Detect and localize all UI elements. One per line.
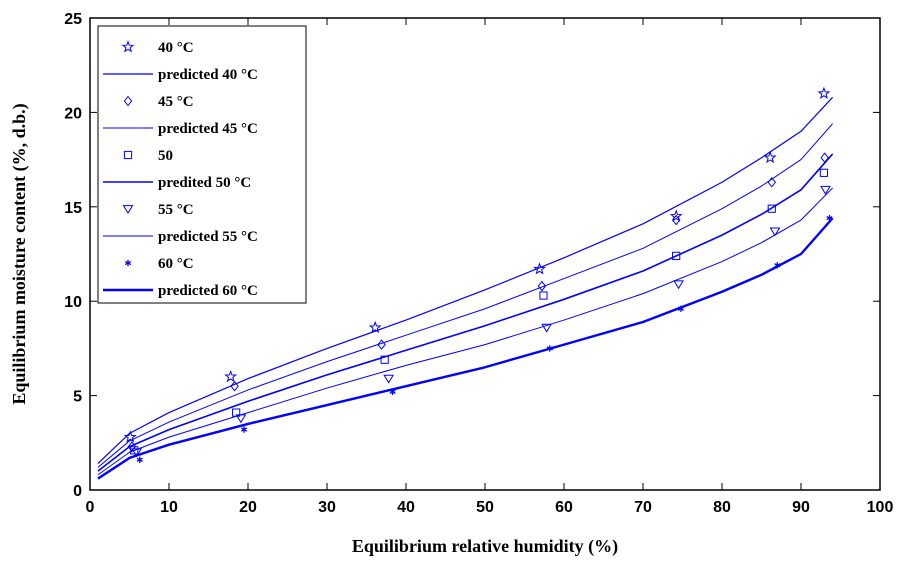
data-point-series-3 bbox=[769, 227, 781, 237]
legend-label-observed-0: 40 °C bbox=[158, 40, 194, 56]
data-point-series-0 bbox=[123, 430, 137, 443]
data-point-series-0 bbox=[669, 209, 683, 222]
data-point-series-2 bbox=[819, 168, 829, 177]
data-point-series-3 bbox=[541, 323, 553, 333]
legend-label-predicted-3: predicted 55 °C bbox=[158, 229, 258, 245]
data-point-series-2 bbox=[232, 408, 241, 417]
data-point-series-4 bbox=[774, 262, 781, 269]
legend-label-observed-3: 55 °C bbox=[158, 202, 194, 218]
y-tick-label: 0 bbox=[73, 483, 82, 500]
predicted-curve-3 bbox=[97, 187, 833, 476]
data-point-series-3 bbox=[673, 280, 684, 290]
data-point-series-1 bbox=[820, 152, 829, 164]
legend-marker-4 bbox=[124, 259, 132, 267]
legend-label-predicted-1: predicted 45 °C bbox=[158, 121, 258, 137]
predicted-curve-0 bbox=[97, 96, 834, 465]
x-tick-label: 20 bbox=[239, 499, 257, 516]
legend-label-predicted-0: predicted 40 °C bbox=[158, 67, 258, 83]
y-tick-label: 20 bbox=[64, 105, 82, 122]
legend-marker-3 bbox=[122, 205, 134, 215]
x-tick-label: 90 bbox=[792, 499, 810, 516]
data-point-series-4 bbox=[136, 456, 143, 463]
data-point-series-4 bbox=[677, 305, 685, 312]
legend-box bbox=[97, 25, 307, 304]
data-point-series-4 bbox=[546, 345, 553, 352]
x-tick-label: 30 bbox=[318, 499, 336, 516]
x-tick-label: 100 bbox=[867, 499, 894, 516]
data-point-series-0 bbox=[533, 262, 546, 275]
x-tick-label: 80 bbox=[713, 499, 731, 516]
legend: 40 °C predicted 40 °C 45 °C predicted 45 °C… bbox=[97, 25, 307, 304]
data-point-series-4 bbox=[240, 426, 248, 433]
x-tick-label: 0 bbox=[86, 499, 95, 516]
data-point-series-1 bbox=[127, 441, 137, 452]
x-tick-label: 50 bbox=[476, 499, 494, 516]
y-tick-label: 25 bbox=[64, 11, 82, 28]
observed-markers bbox=[123, 86, 833, 463]
data-point-series-4 bbox=[389, 388, 396, 396]
data-point-series-1 bbox=[671, 214, 681, 226]
data-point-series-0 bbox=[368, 320, 382, 334]
x-tick-label: 60 bbox=[555, 499, 573, 516]
predicted-curves bbox=[97, 96, 834, 480]
data-point-series-3 bbox=[235, 414, 247, 424]
data-point-series-1 bbox=[230, 380, 239, 392]
y-tick-label: 15 bbox=[64, 200, 82, 217]
legend-label-observed-1: 45 °C bbox=[158, 94, 194, 110]
legend-label-predicted-4: predicted 60 °C bbox=[158, 283, 258, 299]
data-point-series-1 bbox=[767, 176, 777, 188]
data-point-series-0 bbox=[763, 150, 777, 164]
data-point-series-0 bbox=[224, 369, 238, 383]
legend-label-observed-4: 60 °C bbox=[158, 256, 194, 272]
data-point-series-3 bbox=[383, 374, 395, 384]
data-point-series-4 bbox=[826, 214, 833, 222]
x-tick-label: 70 bbox=[634, 499, 652, 516]
data-point-series-3 bbox=[820, 185, 831, 195]
y-axis-label: Equilibrium moisture content (%, d.b.) bbox=[9, 103, 30, 404]
data-point-series-1 bbox=[537, 280, 547, 292]
data-point-series-2 bbox=[539, 291, 548, 300]
predicted-curve-4 bbox=[97, 217, 834, 480]
data-point-series-1 bbox=[377, 339, 386, 350]
predicted-curve-1 bbox=[97, 123, 833, 468]
legend-marker-0 bbox=[121, 40, 135, 53]
legend-label-predicted-2: predited 50 °C bbox=[158, 175, 251, 191]
data-point-series-2 bbox=[130, 446, 139, 455]
data-point-series-2 bbox=[672, 251, 681, 260]
legend-label-observed-2: 50 bbox=[158, 148, 173, 164]
x-tick-label: 10 bbox=[160, 499, 178, 516]
legend-marker-2 bbox=[123, 150, 133, 160]
predicted-curve-2 bbox=[97, 153, 834, 472]
data-point-series-2 bbox=[767, 204, 776, 213]
y-tick-label: 5 bbox=[73, 389, 82, 406]
x-axis-label: Equilibrium relative humidity (%) bbox=[352, 536, 618, 557]
data-point-series-0 bbox=[817, 86, 831, 99]
axis-ticks: 0 10 20 30 40 50 60 70 80 90 100 0 5 10 15 20 25 bbox=[64, 11, 893, 516]
x-tick-label: 40 bbox=[397, 499, 415, 516]
legend-marker-1 bbox=[123, 95, 133, 107]
y-tick-label: 10 bbox=[64, 294, 82, 311]
data-point-series-3 bbox=[131, 448, 142, 458]
data-point-series-2 bbox=[380, 355, 389, 364]
